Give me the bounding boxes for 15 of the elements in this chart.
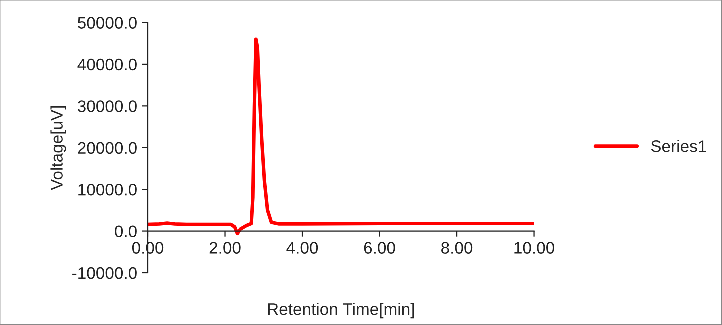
y-tick-label: 10000.0 — [78, 184, 137, 196]
x-tick-label: 6.00 — [364, 242, 396, 254]
x-tick-label: 10.00 — [514, 242, 554, 254]
y-tick-label: -10000.0 — [72, 267, 137, 280]
x-tick-label: 4.00 — [286, 242, 318, 254]
y-tick-label: 30000.0 — [78, 100, 137, 112]
y-axis-title: Voltage[uV] — [50, 106, 66, 190]
y-tick-label: 0.0 — [115, 226, 137, 238]
y-tick-label: 50000.0 — [78, 17, 137, 29]
x-tick-label: 2.00 — [210, 242, 241, 254]
y-tick-label: 40000.0 — [78, 58, 137, 71]
x-axis-title: Retention Time[min] — [268, 303, 414, 319]
x-tick-label: 8.00 — [442, 242, 473, 254]
y-tick-label: 20000.0 — [78, 142, 137, 154]
legend-label: Series1 — [651, 140, 706, 152]
